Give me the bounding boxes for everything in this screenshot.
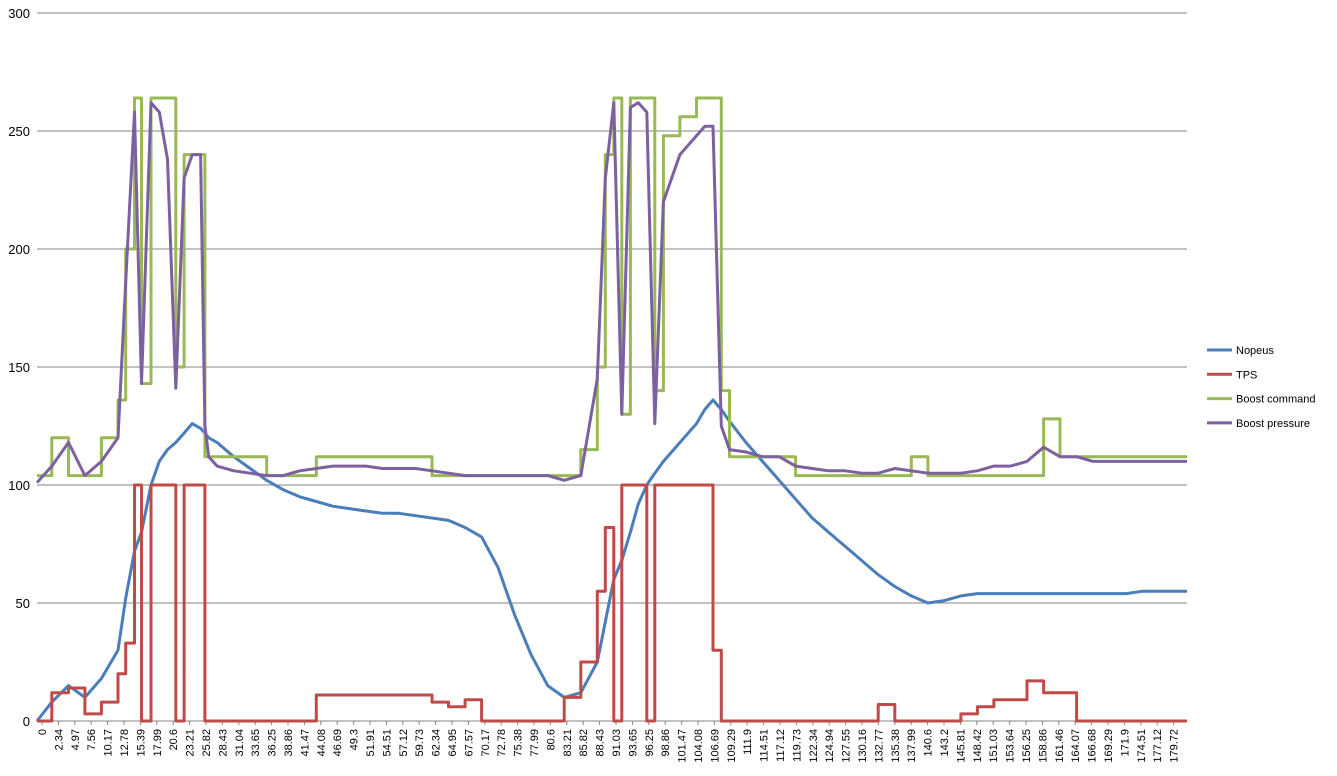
x-tick-label: 12.78 [119, 729, 131, 757]
x-tick-label: 10.17 [103, 729, 115, 757]
x-tick-label: 15.39 [135, 729, 147, 757]
x-tick-label: 38.86 [283, 729, 295, 757]
x-tick-label: 20.6 [168, 729, 180, 750]
y-axis: 0 50 100 150 200 250 300 [8, 6, 30, 729]
x-tick-label: 166.68 [1087, 729, 1099, 763]
x-tick-label: 161.46 [1054, 729, 1066, 763]
y-tick-label: 200 [8, 242, 30, 257]
y-tick-label: 300 [8, 6, 30, 21]
x-tick-label: 80.6 [545, 729, 557, 750]
x-tick-label: 83.21 [562, 729, 574, 757]
legend-label: Nopeus [1236, 345, 1274, 357]
legend-label: Boost pressure [1236, 418, 1310, 430]
x-tick-label: 101.47 [677, 729, 689, 763]
x-tick-label: 127.55 [841, 729, 853, 763]
x-tick-label: 46.69 [332, 729, 344, 757]
x-tick-label: 156.25 [1021, 729, 1033, 763]
x-tick-label: 33.65 [250, 729, 262, 757]
x-tick-label: 2.34 [53, 729, 65, 750]
x-tick-label: 28.43 [217, 729, 229, 757]
x-tick-label: 59.73 [414, 729, 426, 757]
x-tick-label: 77.99 [529, 729, 541, 757]
x-tick-label: 104.08 [693, 729, 705, 763]
x-tick-label: 151.03 [988, 729, 1000, 763]
x-tick-label: 25.82 [201, 729, 213, 757]
legend-label: Boost command [1236, 394, 1315, 406]
x-tick-label: 62.34 [431, 729, 443, 757]
series-line-tps [37, 483, 1187, 723]
x-tick-label: 4.97 [70, 729, 82, 750]
x-tick-label: 67.57 [463, 729, 475, 757]
x-tick-label: 85.82 [578, 729, 590, 757]
x-tick-label: 91.03 [611, 729, 623, 757]
x-tick-label: 111.9 [742, 729, 754, 755]
y-tick-label: 0 [23, 714, 30, 729]
x-tick-label: 124.94 [824, 729, 836, 763]
x-tick-label: 130.16 [857, 729, 869, 763]
x-tick-label: 96.25 [644, 729, 656, 757]
x-tick-label: 148.42 [972, 729, 984, 763]
x-tick-label: 72.78 [496, 729, 508, 757]
plot-area [35, 96, 1187, 723]
x-tick-label: 164.07 [1070, 729, 1082, 763]
x-tick-label: 49.3 [349, 729, 361, 750]
legend-label: TPS [1236, 369, 1257, 381]
x-tick-label: 117.12 [775, 729, 787, 762]
x-tick-label: 70.17 [480, 729, 492, 757]
x-tick-label: 51.91 [365, 729, 377, 757]
y-tick-label: 250 [8, 124, 30, 139]
x-tick-label: 171.9 [1119, 729, 1131, 757]
x-tick-label: 31.04 [234, 729, 246, 757]
x-tick-label: 7.56 [86, 729, 98, 750]
x-tick-label: 36.25 [267, 729, 279, 757]
x-tick-label: 140.6 [923, 729, 935, 757]
x-tick-label: 23.21 [185, 729, 197, 757]
x-tick-label: 177.12 [1152, 729, 1164, 763]
x-axis: 0 2.34 4.97 7.56 10.17 12.78 15.39 17.99 20.6 23.… [37, 721, 1181, 763]
x-tick-label: 135.38 [890, 729, 902, 763]
series-line-boost-pressure [35, 101, 1187, 484]
x-tick-label: 143.2 [939, 729, 951, 757]
x-tick-label: 41.47 [299, 729, 311, 757]
x-tick-label: 114.51 [759, 729, 771, 762]
x-tick-label: 179.72 [1169, 729, 1181, 763]
x-tick-label: 0 [37, 729, 49, 735]
x-tick-label: 145.81 [955, 729, 967, 763]
x-tick-label: 109.29 [726, 729, 738, 763]
x-tick-label: 88.43 [595, 729, 607, 757]
x-tick-label: 169.29 [1103, 729, 1115, 763]
y-tick-label: 100 [8, 478, 30, 493]
legend: Nopeus TPS Boost command Boost pressure [1207, 345, 1315, 430]
series-line-boost-command [37, 96, 1187, 478]
y-tick-label: 50 [16, 596, 30, 611]
x-tick-label: 54.51 [381, 729, 393, 757]
x-tick-label: 64.95 [447, 729, 459, 757]
x-tick-label: 17.99 [152, 729, 164, 757]
x-tick-label: 122.34 [808, 729, 820, 763]
x-tick-label: 158.86 [1037, 729, 1049, 763]
x-tick-label: 93.65 [627, 729, 639, 757]
x-tick-label: 106.69 [709, 729, 721, 763]
x-tick-label: 119.73 [791, 729, 803, 762]
x-tick-label: 44.08 [316, 729, 328, 757]
x-tick-label: 132.77 [873, 729, 885, 763]
x-tick-label: 153.64 [1005, 729, 1017, 763]
x-tick-label: 174.51 [1136, 729, 1148, 763]
x-tick-label: 137.99 [906, 729, 918, 763]
x-tick-label: 57.12 [398, 729, 410, 757]
x-tick-label: 98.86 [660, 729, 672, 757]
x-tick-label: 75.38 [513, 729, 525, 757]
series-line-nopeus [35, 398, 1187, 722]
y-tick-label: 150 [8, 360, 30, 375]
